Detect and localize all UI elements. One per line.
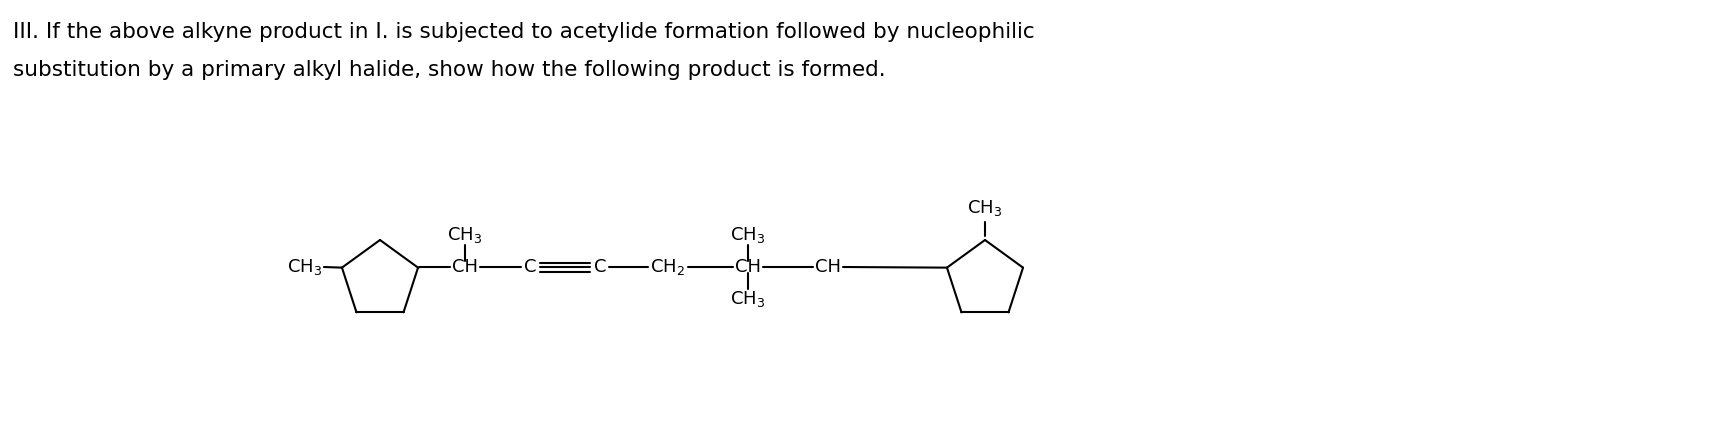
Text: CH$_3$: CH$_3$ bbox=[731, 289, 766, 309]
Text: CH$_3$: CH$_3$ bbox=[287, 257, 321, 277]
Text: C: C bbox=[524, 258, 536, 276]
Text: substitution by a primary alkyl halide, show how the following product is formed: substitution by a primary alkyl halide, … bbox=[14, 60, 886, 80]
Text: III. If the above alkyne product in I. is subjected to acetylide formation follo: III. If the above alkyne product in I. i… bbox=[14, 22, 1035, 42]
Text: CH: CH bbox=[816, 258, 842, 276]
Text: CH$_3$: CH$_3$ bbox=[731, 225, 766, 245]
Text: C: C bbox=[594, 258, 607, 276]
Text: CH: CH bbox=[453, 258, 479, 276]
Text: CH$_3$: CH$_3$ bbox=[968, 198, 1002, 218]
Text: CH$_2$: CH$_2$ bbox=[650, 257, 686, 277]
Text: CH$_3$: CH$_3$ bbox=[448, 225, 482, 245]
Text: CH: CH bbox=[734, 258, 760, 276]
